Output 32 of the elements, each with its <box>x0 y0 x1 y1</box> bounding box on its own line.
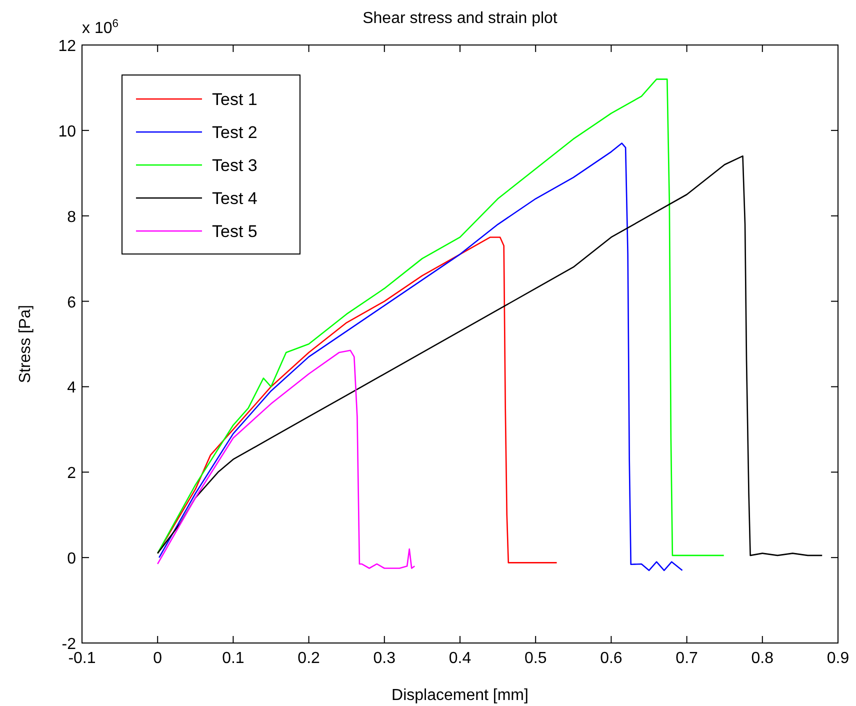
x-tick-label: 0.2 <box>298 650 320 667</box>
x-tick-label: 0.8 <box>751 650 774 667</box>
x-tick-label: 0 <box>153 650 162 667</box>
legend-label: Test 5 <box>212 222 258 241</box>
text: x 10$^{6}$ <box>82 18 118 37</box>
legend-label: Test 3 <box>212 156 258 175</box>
y-tick-label: 10 <box>58 123 76 140</box>
line-series <box>156 78 724 556</box>
y-tick-label: -2 <box>62 636 76 653</box>
y-tick-label: 8 <box>67 208 76 226</box>
x-tick-label: 0.7 <box>676 650 698 667</box>
x-tick-label: 0.5 <box>524 650 547 667</box>
y-tick-label: 0 <box>67 550 76 568</box>
y-tick-label: 6 <box>67 294 76 312</box>
line-series <box>158 142 683 572</box>
legend-label: Test 2 <box>212 123 258 142</box>
x-tick-label: 0.4 <box>448 650 472 667</box>
chart-title: Shear stress and strain plot <box>362 10 558 27</box>
x-tick-label: 0.9 <box>826 650 850 667</box>
y-axis-title: Stress [Pa] <box>17 304 34 384</box>
y-tick-label: 2 <box>67 465 76 482</box>
legend-label: Test 1 <box>212 90 258 109</box>
x-tick-label: 0.1 <box>222 650 244 667</box>
y-tick-label: 12 <box>58 38 76 55</box>
x-tick-label: 0.3 <box>373 650 396 667</box>
x-axis-title: Displacement [mm] <box>392 687 528 704</box>
line-series <box>156 155 823 556</box>
x-tick-label: 0.6 <box>600 650 622 667</box>
y-tick-label: 4 <box>67 380 76 397</box>
legend-label: Test 4 <box>212 189 258 208</box>
x-tick-label: -0.1 <box>68 650 96 667</box>
line-series <box>156 350 416 569</box>
